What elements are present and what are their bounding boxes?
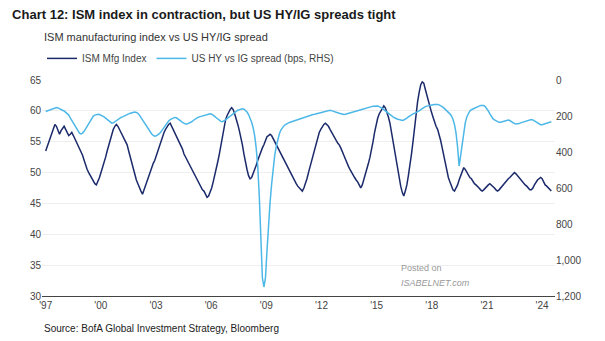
svg-text:800: 800 (556, 219, 573, 230)
svg-text:0: 0 (556, 75, 562, 86)
svg-text:Posted on: Posted on (401, 263, 442, 273)
svg-text:'24: '24 (536, 300, 549, 311)
svg-text:'00: '00 (94, 300, 107, 311)
svg-text:'21: '21 (480, 300, 493, 311)
svg-text:ISM manufacturing index vs US: ISM manufacturing index vs US HY/IG spre… (44, 31, 268, 43)
svg-text:200: 200 (556, 111, 573, 122)
svg-text:'03: '03 (149, 300, 162, 311)
svg-text:Chart 12: ISM index in contrac: Chart 12: ISM index in contraction, but … (12, 7, 396, 22)
svg-text:Source: BofA Global Investment: Source: BofA Global Investment Strategy,… (44, 323, 279, 334)
svg-text:ISM Mfg Index: ISM Mfg Index (82, 53, 146, 64)
svg-text:35: 35 (30, 260, 42, 271)
svg-text:1,000: 1,000 (556, 255, 581, 266)
svg-text:'97: '97 (39, 300, 52, 311)
svg-text:400: 400 (556, 147, 573, 158)
svg-text:50: 50 (30, 167, 42, 178)
svg-text:'06: '06 (205, 300, 218, 311)
svg-text:65: 65 (30, 75, 42, 86)
svg-text:55: 55 (30, 136, 42, 147)
svg-text:'12: '12 (315, 300, 328, 311)
svg-text:60: 60 (30, 105, 42, 116)
svg-text:ISABELNET.com: ISABELNET.com (401, 278, 470, 288)
svg-text:'09: '09 (260, 300, 273, 311)
svg-text:US HY vs IG spread (bps, RHS): US HY vs IG spread (bps, RHS) (191, 53, 333, 64)
svg-text:30: 30 (30, 291, 42, 302)
svg-text:40: 40 (30, 229, 42, 240)
svg-text:45: 45 (30, 198, 42, 209)
svg-text:600: 600 (556, 183, 573, 194)
svg-text:1,200: 1,200 (556, 291, 581, 302)
svg-text:'18: '18 (425, 300, 438, 311)
svg-text:'15: '15 (370, 300, 383, 311)
